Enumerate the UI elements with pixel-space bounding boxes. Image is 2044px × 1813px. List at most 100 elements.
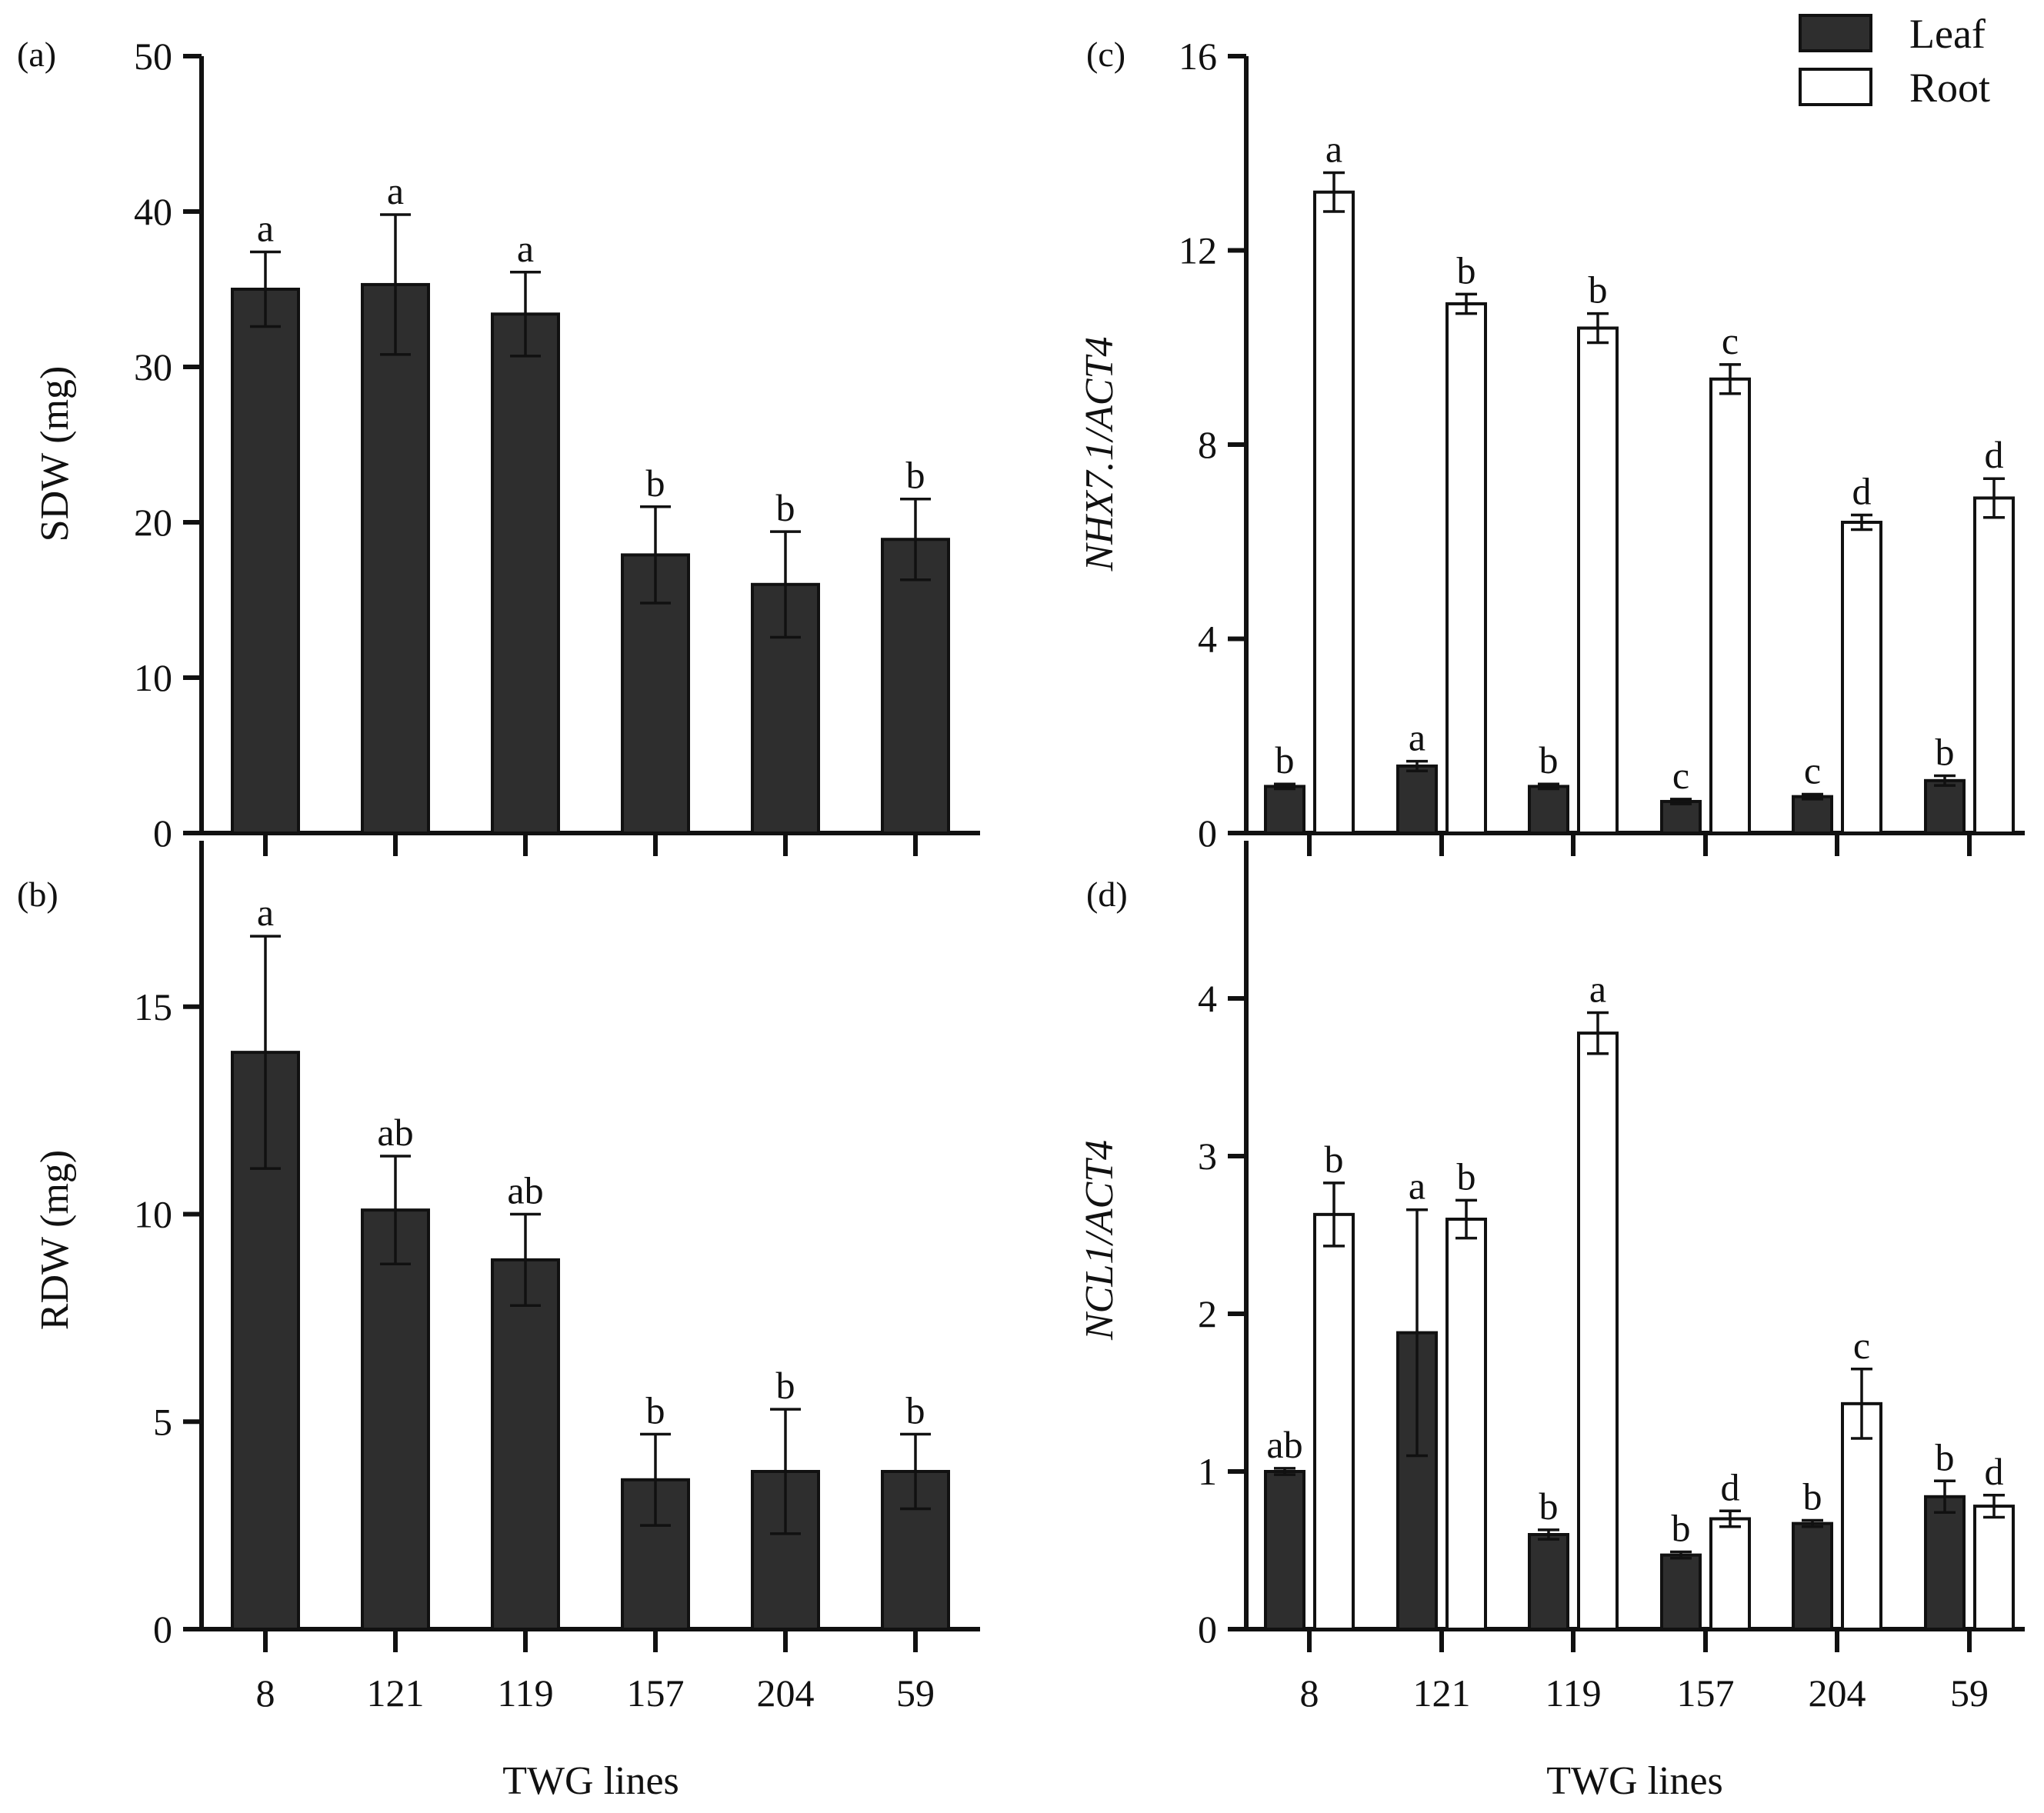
panel-d-bar-leaf bbox=[1528, 1533, 1569, 1631]
panel-c-significance-letter-leaf: b bbox=[1275, 738, 1295, 782]
panel-a-bar-leaf bbox=[491, 312, 560, 835]
panel-b-y-tick-label: 0 bbox=[153, 1608, 172, 1651]
panel-b-significance-letter-leaf: b bbox=[906, 1388, 925, 1431]
panel-d-bar-leaf bbox=[1924, 1495, 1966, 1631]
legend-swatch-root bbox=[1799, 68, 1872, 106]
panel-c-bar-leaf bbox=[1792, 795, 1833, 835]
panel-d-x-tick-label: 204 bbox=[1809, 1671, 1866, 1715]
panel-c-significance-letter-root: a bbox=[1325, 128, 1342, 171]
panel-d-bar-leaf bbox=[1264, 1470, 1305, 1631]
panel-d-x-axis-title: TWG lines bbox=[1546, 1759, 1723, 1803]
panel-c-bar-leaf bbox=[1924, 778, 1966, 835]
panel-c-bar-root bbox=[1445, 302, 1487, 835]
panel-d-x-tick-label: 8 bbox=[1300, 1671, 1319, 1715]
panel-b-significance-letter-leaf: ab bbox=[377, 1111, 413, 1154]
panel-d-x-tick-label: 59 bbox=[1950, 1671, 1989, 1715]
panel-a-plot-area: 0 10 20 30 40 50 a a a b b b bbox=[134, 35, 980, 856]
legend-label-leaf: Leaf bbox=[1909, 11, 1986, 57]
panel-c-y-tick-label: 4 bbox=[1198, 618, 1217, 661]
panel-a-y-tick-label: 0 bbox=[153, 812, 172, 855]
panel-c-significance-letter-leaf: b bbox=[1539, 738, 1559, 782]
panel-c-significance-letter-leaf: a bbox=[1409, 716, 1425, 759]
panel-a-significance-letter-leaf: b bbox=[776, 486, 795, 529]
panel-c-bar-root bbox=[1841, 521, 1882, 835]
panel-a-significance-letter-leaf: a bbox=[387, 169, 404, 212]
panel-d-significance-letter-leaf: a bbox=[1409, 1165, 1425, 1208]
panel-b-significance-letter-leaf: b bbox=[776, 1364, 795, 1407]
panel-a-significance-letter-leaf: b bbox=[906, 454, 925, 497]
panel-b-x-axis-title: TWG lines bbox=[502, 1759, 679, 1803]
panel-a-y-tick-label: 50 bbox=[134, 35, 172, 78]
panel-c-bar-root bbox=[1577, 326, 1619, 835]
panel-b-significance-letter-leaf: a bbox=[257, 891, 274, 934]
panel-a-bar-leaf bbox=[881, 538, 950, 835]
panel-a-significance-letter-leaf: a bbox=[517, 227, 534, 270]
panel-d-x-tick-label: 157 bbox=[1677, 1671, 1735, 1715]
panel-d-y-tick-label: 2 bbox=[1198, 1292, 1217, 1335]
panel-b-x-tick-label: 8 bbox=[256, 1671, 275, 1715]
panel-c-y-tick-label: 12 bbox=[1179, 229, 1217, 272]
panel-b-x-tick-label: 119 bbox=[497, 1671, 553, 1715]
panel-d-significance-letter-leaf: b bbox=[1936, 1435, 1955, 1478]
panel-d-y-tick-label: 0 bbox=[1198, 1608, 1217, 1651]
panel-c-bar-leaf bbox=[1528, 785, 1569, 835]
panel-c-significance-letter-leaf: b bbox=[1936, 731, 1955, 774]
panel-d-bar-root bbox=[1973, 1505, 2015, 1631]
panel-b-rdw-chart: (b) RDW (mg) 0 5 10 15 8 121 119 157 204 59 a ab ab b… bbox=[17, 841, 980, 1803]
panel-c-bar-root bbox=[1313, 190, 1355, 835]
panel-c-bar-root bbox=[1709, 377, 1751, 835]
panel-b-plot-area: 0 5 10 15 8 121 119 157 204 59 a ab ab b b b bbox=[134, 841, 980, 1715]
panel-c-bar-leaf bbox=[1660, 799, 1702, 835]
panel-b-significance-letter-leaf: ab bbox=[507, 1169, 543, 1212]
panel-a-y-tick-label: 30 bbox=[134, 345, 172, 388]
panel-d-bar-root bbox=[1709, 1517, 1751, 1631]
panel-c-y-tick-label: 16 bbox=[1179, 35, 1217, 78]
panel-c-y-axis-title: NHX7.1/ACT4 bbox=[1078, 337, 1122, 572]
panel-c-significance-letter-root: b bbox=[1589, 268, 1608, 312]
panel-c-plot-area: 0 4 8 12 16 b a b c c b a b b c d d bbox=[1179, 35, 2025, 856]
panel-d-bar-root bbox=[1313, 1212, 1355, 1631]
panel-d-bar-root bbox=[1841, 1401, 1882, 1631]
panel-c-y-tick-label: 0 bbox=[1198, 812, 1217, 855]
panel-d-significance-letter-root: c bbox=[1853, 1324, 1870, 1367]
panel-d-significance-letter-leaf: ab bbox=[1266, 1423, 1302, 1466]
panel-a-y-tick-label: 20 bbox=[134, 501, 172, 544]
panel-d-x-tick-label: 119 bbox=[1545, 1671, 1601, 1715]
legend-swatch-leaf bbox=[1799, 14, 1872, 52]
panel-c-nhx-chart: (c) NHX7.1/ACT4 0 4 8 12 16 b a b c c b a b b c d d bbox=[1078, 35, 2025, 856]
panel-b-bar-leaf bbox=[491, 1258, 560, 1631]
panel-b-y-tick-label: 15 bbox=[134, 985, 172, 1028]
panel-d-y-tick-label: 4 bbox=[1198, 977, 1217, 1020]
panel-c-significance-letter-leaf: c bbox=[1804, 749, 1821, 792]
panel-c-label: (c) bbox=[1086, 35, 1125, 74]
panel-c-y-tick-label: 8 bbox=[1198, 423, 1217, 466]
panel-a-significance-letter-leaf: a bbox=[257, 207, 274, 250]
panel-c-bar-leaf bbox=[1396, 764, 1438, 835]
panel-c-significance-letter-root: c bbox=[1722, 319, 1739, 362]
panel-b-y-tick-label: 10 bbox=[134, 1193, 172, 1236]
panel-c-significance-letter-root: b bbox=[1457, 248, 1476, 292]
panel-a-significance-letter-leaf: b bbox=[646, 462, 665, 505]
panel-d-significance-letter-root: d bbox=[1985, 1450, 2004, 1493]
panel-a-y-tick-label: 40 bbox=[134, 190, 172, 233]
panel-a-label: (a) bbox=[17, 35, 56, 74]
panel-a-y-axis-title: SDW (mg) bbox=[33, 366, 77, 542]
panel-d-label: (d) bbox=[1086, 875, 1128, 914]
panel-b-x-tick-label: 59 bbox=[896, 1671, 935, 1715]
panel-c-significance-letter-root: d bbox=[1985, 433, 2004, 476]
panel-b-x-tick-label: 204 bbox=[757, 1671, 815, 1715]
panel-b-label: (b) bbox=[17, 875, 58, 914]
panel-d-y-axis-title: NCL1/ACT4 bbox=[1078, 1140, 1122, 1341]
panel-d-significance-letter-root: b bbox=[1457, 1155, 1476, 1198]
panel-b-x-tick-label: 121 bbox=[367, 1671, 425, 1715]
panel-c-significance-letter-leaf: c bbox=[1672, 754, 1689, 797]
panel-d-significance-letter-root: d bbox=[1721, 1465, 1740, 1508]
panel-c-bar-root bbox=[1973, 496, 2015, 835]
panel-d-y-tick-label: 3 bbox=[1198, 1135, 1217, 1178]
panel-d-significance-letter-leaf: b bbox=[1539, 1485, 1559, 1528]
panel-c-bar-leaf bbox=[1264, 785, 1305, 835]
panel-d-significance-letter-root: a bbox=[1589, 967, 1606, 1010]
panel-a-bar-leaf bbox=[231, 288, 300, 835]
